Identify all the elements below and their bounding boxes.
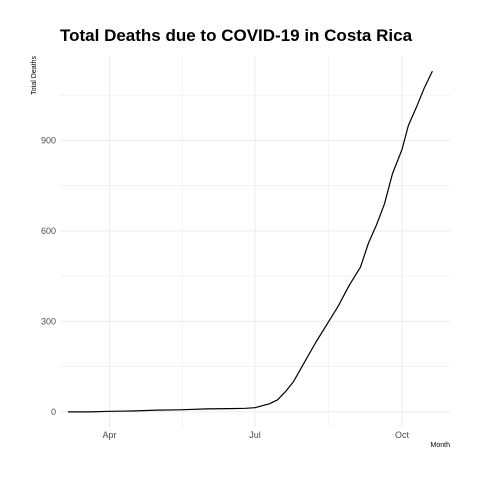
chart-title: Total Deaths due to COVID-19 in Costa Ri… — [60, 26, 413, 45]
series-line — [68, 70, 433, 413]
y-tick-label: 300 — [41, 316, 56, 326]
x-axis-title: Month — [431, 442, 451, 449]
x-tick-label: Jul — [249, 430, 261, 440]
x-tick-label: Apr — [103, 430, 117, 440]
y-axis-title: Total Deaths — [31, 56, 38, 95]
x-tick-label: Oct — [395, 430, 410, 440]
y-tick-label: 900 — [41, 135, 56, 145]
y-tick-label: 600 — [41, 226, 56, 236]
y-tick-label: 0 — [51, 407, 56, 417]
